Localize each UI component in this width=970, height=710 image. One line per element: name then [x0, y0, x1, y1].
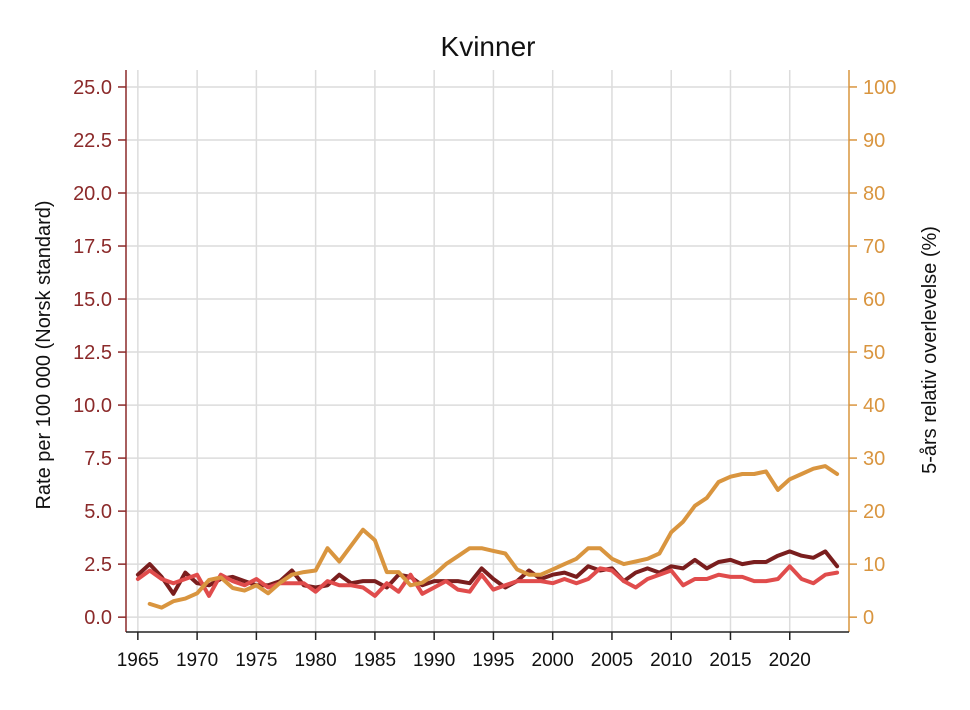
y-tick-label-right: 0: [863, 607, 874, 629]
x-tick-label: 1975: [235, 650, 277, 671]
y-tick-label-left: 17.5: [73, 236, 112, 258]
x-tick-label: 2020: [769, 650, 811, 671]
y-axis-label-right: 5-års relativ overlevelse (%): [919, 226, 941, 474]
y-tick-label-right: 10: [863, 554, 885, 576]
y-tick-label-right: 80: [863, 183, 885, 205]
x-tick-label: 2010: [650, 650, 692, 671]
y-tick-label-right: 20: [863, 501, 885, 523]
y-tick-label-right: 60: [863, 289, 885, 311]
y-tick-label-right: 40: [863, 395, 885, 417]
series-line-2: [135, 564, 840, 598]
y-tick-label-right: 30: [863, 448, 885, 470]
y-tick-label-left: 15.0: [73, 289, 112, 311]
x-tick-label: 2000: [532, 650, 574, 671]
y-tick-label-left: 10.0: [73, 395, 112, 417]
y-tick-label-left: 22.5: [73, 130, 112, 152]
y-tick-label-left: 25.0: [73, 77, 112, 99]
y-tick-label-left: 5.0: [84, 501, 112, 523]
x-tick-label: 1995: [472, 650, 514, 671]
chart-title: Kvinner: [441, 31, 536, 62]
gridlines: [126, 70, 849, 632]
y-axis-label-left: Rate per 100 000 (Norsk standard): [33, 200, 55, 509]
y-tick-label-right: 90: [863, 130, 885, 152]
y-tick-label-left: 12.5: [73, 342, 112, 364]
series-lines: [135, 464, 840, 610]
axes: 1965 1970 1975 1980 1985 1990 1995 2000 2005 2010…: [73, 70, 896, 671]
y-tick-label-left: 2.5: [84, 554, 112, 576]
y-tick-label-right: 70: [863, 236, 885, 258]
x-tick-label: 1990: [413, 650, 455, 671]
y-tick-label-right: 100: [863, 77, 896, 99]
x-tick-label: 1970: [176, 650, 218, 671]
y-tick-label-left: 0.0: [84, 607, 112, 629]
y-tick-label-left: 7.5: [84, 448, 112, 470]
y-tick-label-right: 50: [863, 342, 885, 364]
series-line-3: [147, 464, 840, 610]
y-tick-label-left: 20.0: [73, 183, 112, 205]
x-tick-label: 2005: [591, 650, 633, 671]
x-tick-label: 2015: [709, 650, 751, 671]
x-tick-label: 1985: [354, 650, 396, 671]
x-tick-label: 1965: [117, 650, 159, 671]
x-tick-label: 1980: [294, 650, 336, 671]
